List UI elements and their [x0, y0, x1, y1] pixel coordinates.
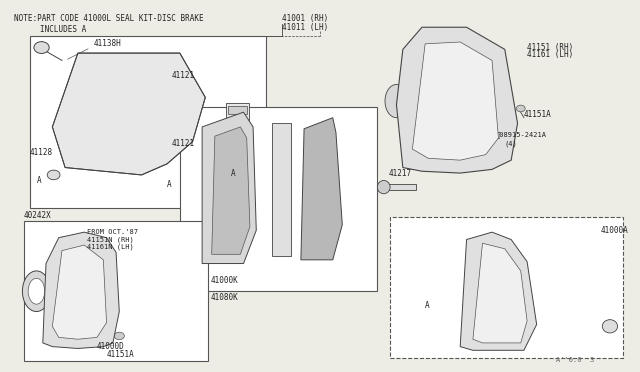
Ellipse shape: [114, 332, 124, 340]
Text: A: A: [167, 180, 172, 189]
Ellipse shape: [159, 132, 175, 144]
Ellipse shape: [129, 125, 154, 144]
Text: 41161N (LH): 41161N (LH): [88, 243, 134, 250]
Polygon shape: [52, 245, 106, 339]
Ellipse shape: [28, 278, 45, 304]
Bar: [228, 106, 246, 114]
Text: 41001 (RH): 41001 (RH): [282, 13, 328, 22]
Ellipse shape: [22, 271, 51, 311]
Polygon shape: [301, 118, 342, 260]
Text: 41151 (RH): 41151 (RH): [527, 43, 573, 52]
Polygon shape: [396, 27, 518, 173]
Text: 41138H: 41138H: [94, 39, 122, 48]
Bar: [381, 184, 415, 190]
Text: 41151N (RH): 41151N (RH): [88, 236, 134, 243]
Text: FROM OCT.'87: FROM OCT.'87: [88, 229, 138, 235]
Text: 41151A: 41151A: [524, 109, 552, 119]
Text: 41121: 41121: [172, 71, 195, 80]
Ellipse shape: [385, 84, 408, 118]
Text: 41151A: 41151A: [106, 350, 134, 359]
Ellipse shape: [516, 105, 525, 112]
Text: 40242X: 40242X: [24, 211, 51, 220]
Ellipse shape: [103, 125, 129, 144]
Ellipse shape: [47, 170, 60, 180]
Bar: [226, 103, 248, 123]
Text: 41080K: 41080K: [211, 293, 238, 302]
Text: A''0:0  3: A''0:0 3: [556, 356, 594, 363]
Text: 41011 (LH): 41011 (LH): [282, 23, 328, 32]
Text: A: A: [36, 176, 41, 185]
Polygon shape: [212, 127, 250, 254]
Text: NOTE:PART CODE 41000L SEAL KIT-DISC BRAKE: NOTE:PART CODE 41000L SEAL KIT-DISC BRAK…: [14, 13, 204, 22]
Text: 41000D: 41000D: [97, 342, 125, 351]
Text: A: A: [425, 301, 430, 311]
Polygon shape: [460, 232, 537, 350]
Text: A: A: [231, 169, 236, 177]
Bar: [30, 36, 266, 208]
Ellipse shape: [122, 125, 154, 147]
Polygon shape: [202, 112, 256, 263]
Polygon shape: [473, 243, 527, 343]
Text: Ⓦ08915-2421A: Ⓦ08915-2421A: [495, 132, 546, 138]
Text: 41128: 41128: [30, 148, 53, 157]
Text: 41217: 41217: [389, 169, 412, 177]
Polygon shape: [412, 42, 499, 160]
Ellipse shape: [34, 42, 49, 54]
Text: INCLUDES A: INCLUDES A: [40, 25, 86, 33]
Bar: [24, 221, 209, 361]
Bar: [390, 217, 623, 358]
Bar: [180, 107, 378, 291]
Ellipse shape: [108, 132, 124, 144]
Polygon shape: [52, 53, 205, 175]
Ellipse shape: [378, 180, 390, 194]
Polygon shape: [43, 232, 119, 349]
Ellipse shape: [133, 132, 150, 144]
Ellipse shape: [97, 125, 129, 147]
Ellipse shape: [154, 125, 180, 144]
Text: 41121: 41121: [172, 139, 195, 148]
Text: 41161 (LH): 41161 (LH): [527, 51, 573, 60]
Ellipse shape: [602, 320, 618, 333]
Text: (4): (4): [505, 140, 518, 147]
Text: 41000A: 41000A: [600, 226, 628, 235]
Polygon shape: [272, 123, 291, 256]
Ellipse shape: [148, 125, 180, 147]
Text: 41000K: 41000K: [211, 276, 238, 285]
